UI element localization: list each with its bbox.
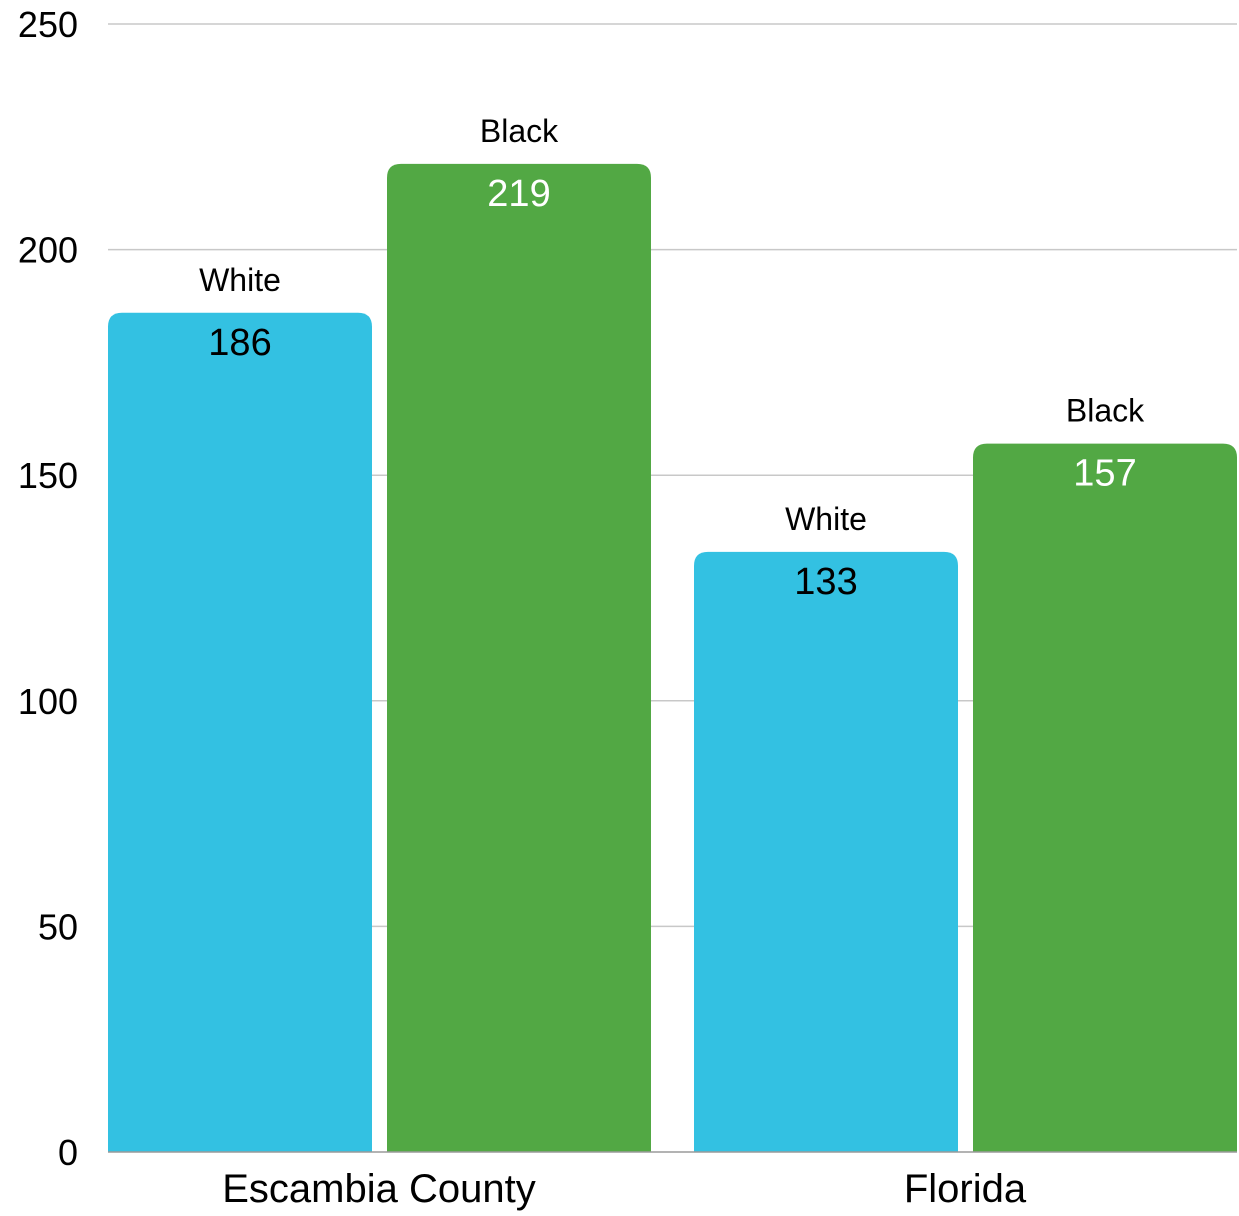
bar-black-escambia-county [387, 163, 651, 1152]
y-tick-label-150: 150 [18, 455, 78, 496]
bar-white-florida [694, 551, 958, 1152]
labels: 186 White 219 Black 133 White 157 Black [199, 113, 1145, 603]
category-label-florida: Florida [904, 1167, 1027, 1211]
bar-black-florida [973, 443, 1237, 1153]
y-tick-label-0: 0 [58, 1132, 78, 1173]
axes: 0 50 100 150 200 250 Escambia County Florida [18, 4, 1237, 1211]
value-label-white-escambia-county: 186 [208, 322, 271, 364]
value-label-black-escambia-county: 219 [487, 173, 550, 215]
value-label-black-florida: 157 [1073, 453, 1136, 495]
value-label-white-florida: 133 [794, 561, 857, 603]
y-tick-label-50: 50 [38, 906, 78, 947]
series-label-white-florida: White [785, 501, 867, 537]
series-label-white-escambia-county: White [199, 262, 281, 298]
y-tick-label-100: 100 [18, 681, 78, 722]
series-label-black-escambia-county: Black [480, 113, 559, 149]
bar-white-escambia-county [108, 312, 372, 1152]
series-label-black-florida: Black [1066, 393, 1145, 429]
bars [108, 163, 1237, 1153]
y-tick-label-250: 250 [18, 4, 78, 45]
y-tick-label-200: 200 [18, 230, 78, 271]
category-label-escambia-county: Escambia County [222, 1167, 535, 1211]
